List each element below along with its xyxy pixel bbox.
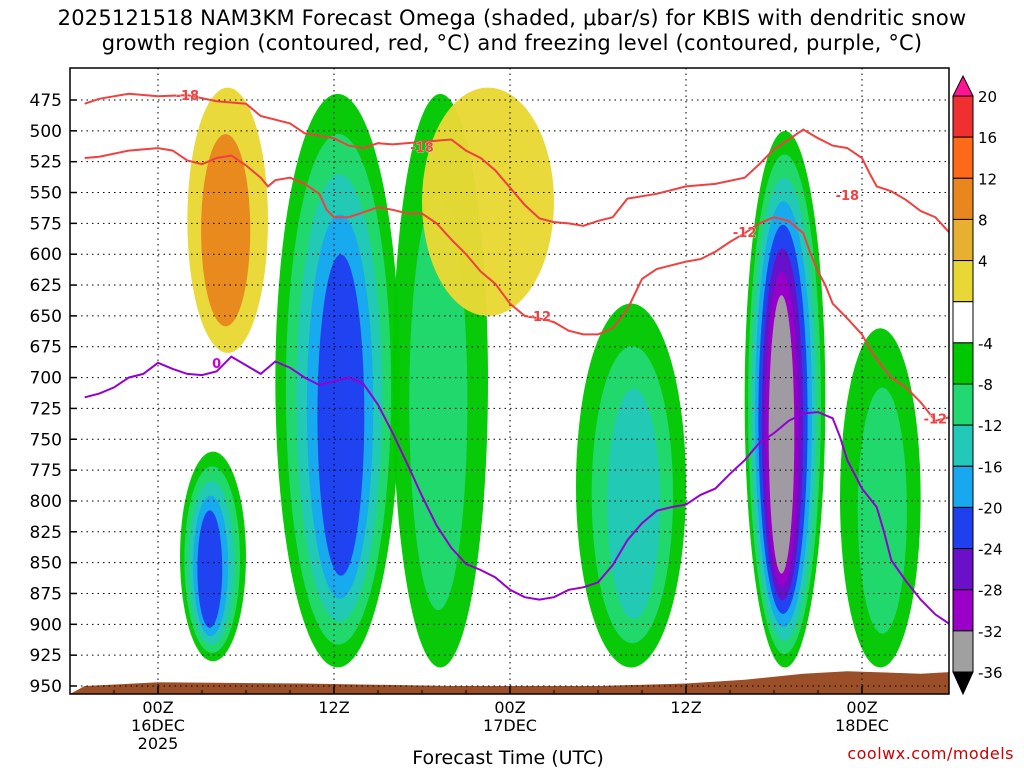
y-tick-label: 925: [30, 646, 62, 666]
colorbar-swatch: [952, 548, 974, 591]
y-tick-label: 800: [30, 492, 62, 512]
colorbar-swatch: [952, 218, 974, 262]
colorbar-bottom-arrow: [952, 671, 974, 696]
chart-title-line2: growth region (contoured, red, °C) and f…: [101, 31, 923, 55]
colorbar-swatch: [952, 136, 974, 179]
y-tick-label: 825: [30, 523, 62, 543]
freezing-level-label: 0: [212, 357, 221, 372]
colorbar-label: 16: [978, 129, 997, 147]
colorbar-label: -20: [978, 499, 1003, 517]
terrain-fill: [70, 671, 949, 694]
colorbar-swatch: [952, 465, 974, 508]
omega-level: [857, 387, 907, 634]
y-tick-label: 750: [30, 430, 62, 450]
colorbar-label: 8: [978, 211, 988, 229]
dgz-contour-label: -18: [176, 89, 200, 104]
omega-level: [422, 87, 554, 316]
x-tick-label: 18DEC: [835, 716, 889, 735]
colorbar-label: -28: [978, 582, 1003, 600]
colorbar-label: -24: [978, 541, 1003, 559]
colorbar-swatch: [952, 506, 974, 550]
omega-level: [607, 388, 661, 619]
y-axis: 475 500 525 550 575 600 625 650 675 700 725 750 775 8…: [30, 91, 77, 697]
y-tick-label: 625: [30, 276, 62, 296]
colorbar-legend: 20 16 12 8 4 -4 -8 -12 -16 -20 -24 -28 -32 -36: [952, 74, 1003, 696]
dgz-contour-label: -12: [528, 310, 552, 325]
y-tick-label: 775: [30, 461, 62, 481]
dgz-contour-label: -12: [733, 226, 757, 241]
y-tick-label: 550: [30, 184, 62, 204]
y-tick-label: 900: [30, 615, 62, 635]
y-tick-label: 700: [30, 369, 62, 389]
colorbar-label: -32: [978, 623, 1003, 641]
colorbar-swatch: [952, 342, 974, 385]
omega-feature: [576, 303, 686, 668]
colorbar-label: 20: [978, 88, 997, 106]
colorbar-top-arrow: [952, 74, 974, 97]
omega-feature: [744, 130, 826, 668]
x-tick-label: 00Z: [494, 698, 525, 717]
chart-title-line1: 2025121518 NAM3KM Forecast Omega (shaded…: [57, 6, 967, 30]
dgz-contour: [84, 147, 949, 422]
colorbar-label: -12: [978, 417, 1003, 435]
x-tick-label: 00Z: [846, 698, 877, 717]
grid-lines: [70, 68, 949, 694]
colorbar-label: -16: [978, 458, 1003, 476]
omega-level: [201, 134, 251, 327]
terrain-surface: [70, 671, 949, 694]
x-tick-label: 00Z: [142, 698, 173, 717]
colorbar-label: -36: [978, 664, 1003, 682]
x-axis-label: Forecast Time (UTC): [412, 747, 603, 768]
omega-level: [768, 295, 795, 574]
credit-text: coolwx.com/models: [847, 744, 1014, 763]
chart-title: 2025121518 NAM3KM Forecast Omega (shaded…: [0, 6, 1024, 56]
colorbar-swatch: [952, 95, 974, 138]
dgz-contour: [84, 92, 949, 234]
y-tick-label: 675: [30, 338, 62, 358]
freezing-level-contour: [84, 355, 949, 625]
omega-feature: [840, 328, 921, 668]
dgz-contour-label: -18: [410, 141, 434, 156]
y-tick-label: 875: [30, 584, 62, 604]
y-tick-label: 650: [30, 307, 62, 327]
colorbar-label: 12: [978, 170, 997, 188]
colorbar-swatch: [952, 383, 974, 426]
y-tick-label: 475: [30, 91, 62, 111]
omega-feature: [422, 87, 554, 316]
omega-level: [317, 254, 365, 576]
colorbar-swatch: [952, 260, 974, 303]
x-tick-label: 2025: [138, 734, 179, 753]
omega-feature: [187, 87, 268, 353]
omega-level: [197, 510, 223, 628]
y-tick-label: 500: [30, 122, 62, 142]
colorbar-label: -4: [978, 335, 993, 353]
x-tick-label: 12Z: [318, 698, 349, 717]
colorbar-swatch: [952, 177, 974, 220]
y-tick-label: 525: [30, 153, 62, 173]
y-tick-label: 575: [30, 214, 62, 234]
x-tick-label: 16DEC: [131, 716, 185, 735]
x-tick-label: 17DEC: [483, 716, 537, 735]
y-tick-label: 725: [30, 399, 62, 419]
y-tick-label: 600: [30, 245, 62, 265]
colorbar-swatch: [952, 630, 974, 673]
contour-lines: -18 -18 -12 -12 -18 -12 0: [84, 89, 949, 625]
dgz-contour-label: -18: [836, 189, 860, 204]
colorbar-swatch: [952, 589, 974, 632]
y-tick-label: 950: [30, 677, 62, 697]
x-tick-label: 12Z: [670, 698, 701, 717]
colorbar-swatch: [952, 424, 974, 467]
colorbar-label: -8: [978, 376, 993, 394]
colorbar-swatch: [952, 301, 974, 344]
omega-feature: [180, 451, 246, 662]
colorbar-label: 4: [978, 253, 988, 271]
y-tick-label: 850: [30, 554, 62, 574]
dgz-contour-label: -12: [924, 412, 948, 427]
